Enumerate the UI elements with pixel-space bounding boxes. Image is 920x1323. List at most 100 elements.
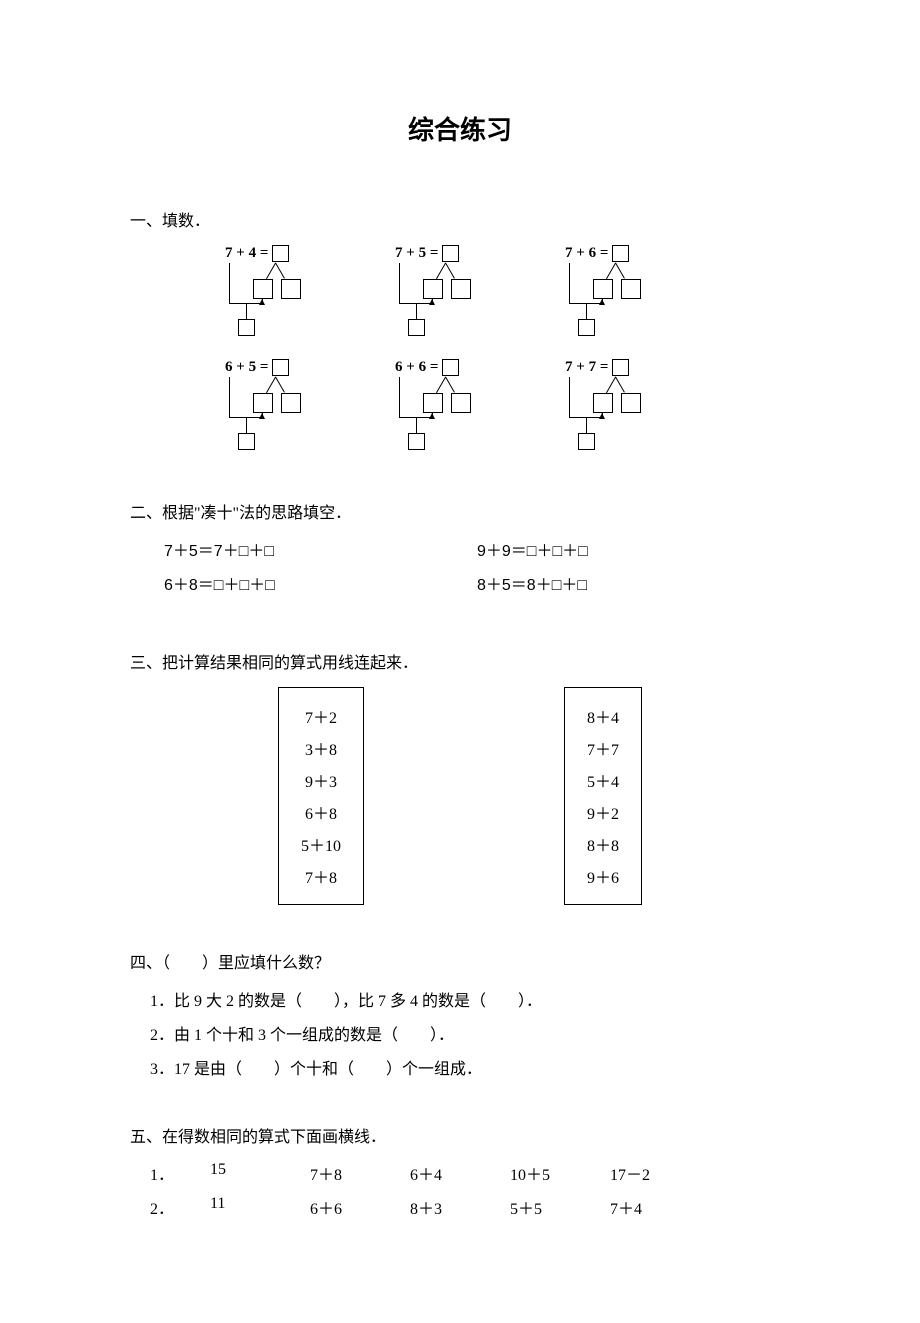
result-box-icon — [238, 319, 255, 336]
diagram-row-1: 7 + 4 = 7 + 5 = 7 + 6 = — [225, 245, 695, 341]
guide-line-icon — [416, 417, 417, 433]
split-box-icon — [281, 279, 301, 299]
guide-line-icon — [586, 303, 587, 319]
q3-cell: 7＋8 — [301, 864, 341, 888]
arrow-up-icon — [599, 413, 605, 419]
operand-b: 5 — [419, 245, 427, 262]
q3-cell: 7＋2 — [301, 704, 341, 728]
split-box-icon — [423, 393, 443, 413]
equals-sign: = — [600, 359, 609, 376]
split-diagram: 7 + 5 = — [395, 245, 525, 341]
section-5: 五、在得数相同的算式下面画横线． 1． 15 7＋8 6＋4 10＋5 17－2… — [130, 1123, 790, 1219]
q5-expr: 8＋3 — [410, 1195, 510, 1219]
split-box-icon — [253, 279, 273, 299]
result-box-icon — [578, 319, 595, 336]
arrow-up-icon — [599, 299, 605, 305]
q5-expr: 6＋4 — [410, 1161, 510, 1185]
split-line-icon — [606, 377, 616, 393]
operand-b: 6 — [589, 245, 597, 262]
split-box-icon — [593, 279, 613, 299]
split-diagram: 7 + 4 = — [225, 245, 355, 341]
operand-a: 7 — [395, 245, 403, 262]
operand-a: 7 — [225, 245, 233, 262]
q5-num: 1． — [150, 1161, 210, 1185]
q5-table: 1． 15 7＋8 6＋4 10＋5 17－2 2． 11 6＋6 8＋3 5＋… — [130, 1161, 790, 1219]
q4-item: 1．比 9 大 2 的数是（ ），比 7 多 4 的数是（ ）． — [150, 987, 790, 1011]
diagram-equation: 6 + 5 = — [225, 359, 289, 376]
q3-cell: 9＋2 — [587, 800, 619, 824]
diagram-equation: 7 + 6 = — [565, 245, 629, 262]
q2-item: 7＋5＝7＋□＋□ — [164, 537, 477, 561]
split-diagram: 6 + 5 = — [225, 359, 355, 455]
q3-cell: 8＋8 — [587, 832, 619, 856]
answer-box-icon — [272, 359, 289, 376]
result-box-icon — [408, 433, 425, 450]
split-box-icon — [423, 279, 443, 299]
guide-line-icon — [229, 377, 230, 417]
section-3: 三、把计算结果相同的算式用线连起来． 7＋2 3＋8 9＋3 6＋8 5＋10 … — [130, 649, 790, 905]
diagram-equation: 7 + 4 = — [225, 245, 289, 262]
q3-cell: 7＋7 — [587, 736, 619, 760]
guide-line-icon — [416, 303, 417, 319]
answer-box-icon — [612, 359, 629, 376]
split-line-icon — [436, 263, 446, 279]
q2-grid: 7＋5＝7＋□＋□ 9＋9＝□＋□＋□ 6＋8＝□＋□＋□ 8＋5＝8＋□＋□ — [130, 537, 790, 605]
split-box-icon — [621, 393, 641, 413]
section-2-head: 二、根据"凑十"法的思路填空． — [130, 499, 790, 523]
result-box-icon — [578, 433, 595, 450]
q5-row: 1． 15 7＋8 6＋4 10＋5 17－2 — [150, 1161, 790, 1185]
split-diagram: 7 + 7 = — [565, 359, 695, 455]
split-box-icon — [593, 393, 613, 413]
q4-item: 3．17 是由（ ）个十和（ ）个一组成． — [150, 1055, 790, 1079]
split-box-icon — [451, 279, 471, 299]
answer-box-icon — [442, 359, 459, 376]
q4-list: 1．比 9 大 2 的数是（ ），比 7 多 4 的数是（ ）． 2．由 1 个… — [130, 987, 790, 1079]
split-diagram: 7 + 6 = — [565, 245, 695, 341]
guide-line-icon — [399, 377, 400, 417]
equals-sign: = — [260, 359, 269, 376]
q5-expr: 7＋8 — [310, 1161, 410, 1185]
guide-line-icon — [399, 263, 400, 303]
q3-cell: 9＋3 — [301, 768, 341, 792]
plus-sign: + — [406, 359, 415, 376]
guide-line-icon — [569, 377, 570, 417]
guide-line-icon — [586, 417, 587, 433]
q3-cell: 9＋6 — [587, 864, 619, 888]
split-line-icon — [606, 263, 616, 279]
split-line-icon — [445, 263, 455, 279]
equals-sign: = — [600, 245, 609, 262]
split-box-icon — [451, 393, 471, 413]
q3-right-col: 8＋4 7＋7 5＋4 9＋2 8＋8 9＋6 — [564, 687, 642, 905]
diagram-equation: 7 + 5 = — [395, 245, 459, 262]
split-line-icon — [615, 377, 625, 393]
q3-cell: 3＋8 — [301, 736, 341, 760]
q3-cell: 6＋8 — [301, 800, 341, 824]
guide-line-icon — [246, 303, 247, 319]
guide-line-icon — [246, 417, 247, 433]
operand-b: 5 — [249, 359, 257, 376]
diagram-equation: 6 + 6 = — [395, 359, 459, 376]
plus-sign: + — [576, 245, 585, 262]
guide-line-icon — [229, 263, 230, 303]
arrow-up-icon — [429, 413, 435, 419]
q5-num: 2． — [150, 1195, 210, 1219]
result-box-icon — [408, 319, 425, 336]
q2-item: 8＋5＝8＋□＋□ — [477, 571, 790, 595]
operand-b: 7 — [589, 359, 597, 376]
plus-sign: + — [236, 245, 245, 262]
q5-target: 11 — [210, 1195, 310, 1219]
plus-sign: + — [576, 359, 585, 376]
diagram-row-2: 6 + 5 = 6 + 6 = 7 + 7 = — [225, 359, 695, 455]
guide-line-icon — [569, 263, 570, 303]
q3-cell: 5＋4 — [587, 768, 619, 792]
section-4-head: 四、（ ）里应填什么数？ — [130, 949, 790, 973]
arrow-up-icon — [259, 413, 265, 419]
page-title: 综合练习 — [130, 110, 790, 147]
worksheet-page: 综合练习 一、填数． 7 + 4 = 7 + 5 = 7 + 6 = 6 + 5… — [0, 0, 920, 1323]
split-line-icon — [436, 377, 446, 393]
split-line-icon — [445, 377, 455, 393]
q3-columns: 7＋2 3＋8 9＋3 6＋8 5＋10 7＋8 8＋4 7＋7 5＋4 9＋2… — [130, 687, 790, 905]
diagram-equation: 7 + 7 = — [565, 359, 629, 376]
diagram-grid: 7 + 4 = 7 + 5 = 7 + 6 = 6 + 5 = 6 + 6 = … — [130, 245, 790, 455]
operand-a: 7 — [565, 359, 573, 376]
